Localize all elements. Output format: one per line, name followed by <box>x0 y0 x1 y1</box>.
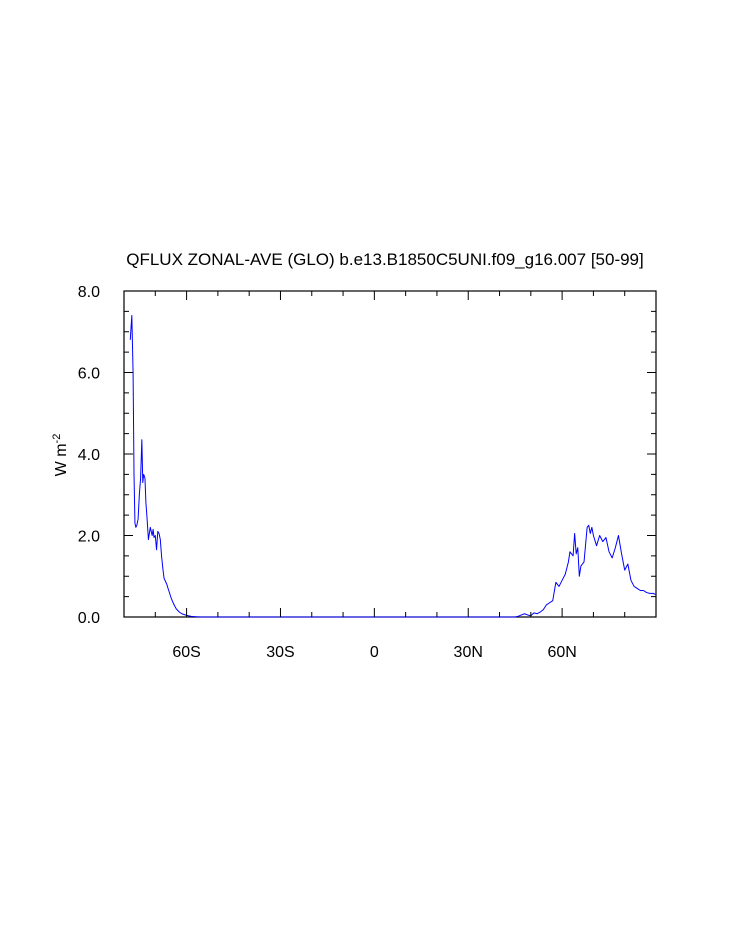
x-axis: 60S 30S 0 30N 60N <box>154 291 626 661</box>
y-tick-label: 8.0 <box>78 284 100 301</box>
plot-frame <box>123 290 657 618</box>
y-axis-label: W m-2 <box>51 434 70 477</box>
x-tick-label: 30N <box>454 644 483 661</box>
y-tick-label: 2.0 <box>78 529 100 546</box>
chart-title: QFLUX ZONAL-AVE (GLO) b.e13.B1850C5UNI.f… <box>126 250 644 269</box>
x-tick-label: 30S <box>266 644 294 661</box>
y-tick-label: 4.0 <box>78 447 100 464</box>
y-axis: 0.0 2.0 4.0 6.0 8.0 <box>78 284 656 627</box>
x-tick-label: 60N <box>547 644 576 661</box>
x-tick-label: 0 <box>370 644 379 661</box>
y-tick-label: 0.0 <box>78 610 100 627</box>
series-line <box>129 314 657 618</box>
y-axis-label-sup: -2 <box>51 434 63 444</box>
y-tick-label: 6.0 <box>78 366 100 383</box>
y-axis-label-base: W m <box>53 443 70 476</box>
x-tick-label: 60S <box>172 644 200 661</box>
plot-area <box>123 290 657 618</box>
